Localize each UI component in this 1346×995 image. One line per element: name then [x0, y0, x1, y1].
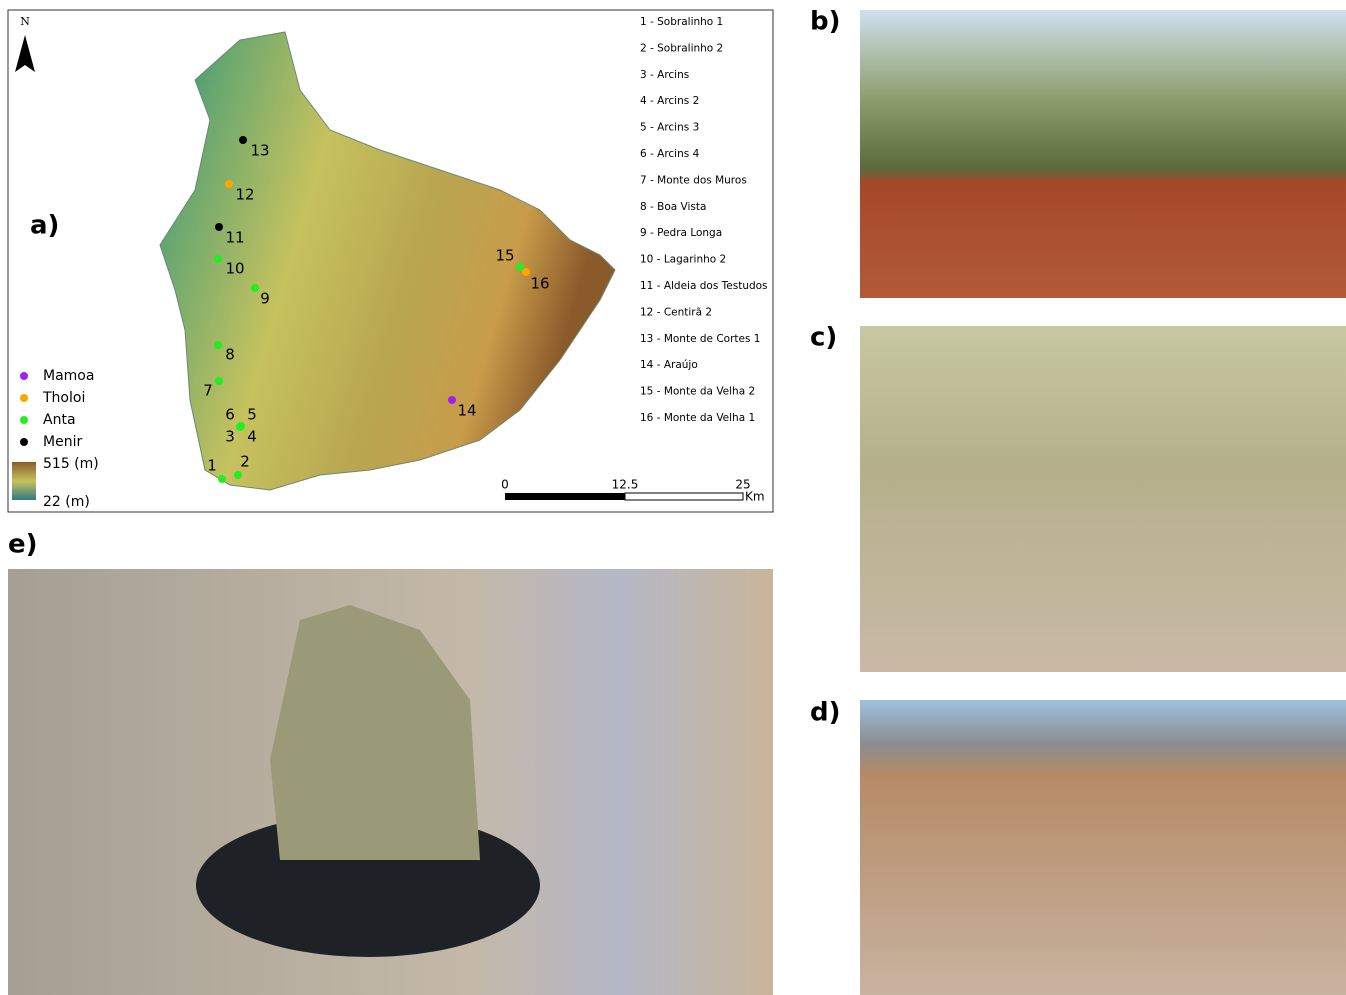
site-dot — [218, 475, 226, 483]
site-entry: 1 - Sobralinho 1 — [640, 16, 723, 28]
site-label: 12 — [235, 186, 254, 204]
site-dot — [448, 396, 456, 404]
site-dot — [225, 180, 233, 188]
elevation-min: 22 (m) — [43, 494, 90, 510]
site-label: 15 — [495, 247, 514, 265]
photo-c — [860, 326, 1346, 672]
site-entry: 8 - Boa Vista — [640, 201, 706, 213]
site-label: 8 — [225, 346, 235, 364]
scale-label: 25 — [735, 478, 750, 492]
site-label: 14 — [457, 402, 476, 420]
north-arrow — [15, 35, 35, 72]
elevation-max: 515 (m) — [43, 456, 99, 472]
site-dot — [214, 255, 222, 263]
site-dot — [215, 223, 223, 231]
site-entry: 9 - Pedra Longa — [640, 227, 722, 239]
legend-dot — [20, 438, 28, 446]
site-entry: 13 - Monte de Cortes 1 — [640, 333, 760, 345]
site-entry: 14 - Araújo — [640, 359, 698, 371]
site-label: 7 — [203, 382, 213, 400]
site-label: 6 — [225, 406, 235, 424]
site-entry: 3 - Arcins — [640, 69, 689, 81]
site-dot — [234, 471, 242, 479]
panel-label: e) — [8, 530, 38, 560]
site-label: 16 — [530, 275, 549, 293]
scale-bar — [624, 492, 744, 501]
site-dot — [214, 341, 222, 349]
site-label: 5 — [247, 406, 257, 424]
site-dot — [237, 422, 245, 430]
photo-b — [860, 10, 1346, 298]
site-entry: 6 - Arcins 4 — [640, 148, 700, 160]
panel-label: a) — [30, 211, 59, 241]
panel-label: c) — [810, 323, 837, 353]
legend-label: Mamoa — [43, 368, 94, 384]
north-label: N — [20, 15, 30, 28]
site-entry: 7 - Monte dos Muros — [640, 174, 747, 186]
site-dot — [215, 377, 223, 385]
site-entry: 10 - Lagarinho 2 — [640, 254, 726, 266]
scale-bar — [505, 493, 625, 500]
site-entry: 11 - Aldeia dos Testudos — [640, 280, 768, 292]
legend-dot — [20, 416, 28, 424]
legend-dot — [20, 394, 28, 402]
site-label: 2 — [240, 453, 250, 471]
site-entry: 4 - Arcins 2 — [640, 95, 699, 107]
panel-label: b) — [810, 7, 841, 37]
site-label: 3 — [225, 428, 235, 446]
site-label: 9 — [260, 290, 270, 308]
site-entry: 2 - Sobralinho 2 — [640, 42, 723, 54]
scale-label: 12.5 — [612, 478, 639, 492]
elevation-bar — [12, 462, 36, 500]
site-dot — [516, 263, 524, 271]
site-dot — [522, 268, 530, 276]
map-region — [159, 31, 616, 491]
legend-label: Tholoi — [42, 390, 85, 406]
site-entry: 12 - Centirã 2 — [640, 306, 712, 318]
scale-unit: Km — [745, 490, 765, 504]
site-label: 11 — [225, 229, 244, 247]
site-dot — [251, 284, 259, 292]
menhir — [270, 605, 480, 860]
legend-label: Menir — [43, 434, 82, 450]
site-label: 13 — [250, 142, 269, 160]
site-label: 10 — [225, 260, 244, 278]
site-entry: 15 - Monte da Velha 2 — [640, 386, 755, 398]
legend-label: Anta — [43, 412, 76, 428]
scale-label: 0 — [501, 478, 509, 492]
site-dot — [239, 136, 247, 144]
site-entry: 5 - Arcins 3 — [640, 122, 699, 134]
site-label: 1 — [207, 457, 217, 475]
site-entry: 16 - Monte da Velha 1 — [640, 412, 755, 424]
photo-d — [860, 700, 1346, 995]
legend-dot — [20, 372, 28, 380]
panel-label: d) — [810, 698, 841, 728]
site-label: 4 — [247, 428, 257, 446]
